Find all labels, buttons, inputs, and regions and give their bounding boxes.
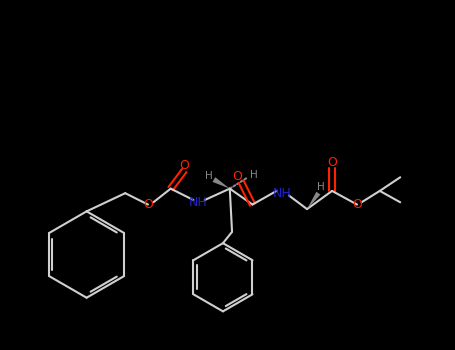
Text: O: O bbox=[143, 198, 153, 211]
Text: O: O bbox=[327, 156, 337, 169]
Text: NH: NH bbox=[273, 187, 291, 200]
Text: NH: NH bbox=[188, 196, 207, 209]
Text: H: H bbox=[317, 182, 324, 192]
Text: O: O bbox=[233, 170, 243, 183]
Text: O: O bbox=[179, 159, 189, 173]
Text: O: O bbox=[352, 198, 362, 211]
Polygon shape bbox=[307, 192, 320, 209]
Text: H: H bbox=[206, 171, 213, 181]
Polygon shape bbox=[212, 177, 230, 189]
Text: H: H bbox=[249, 170, 257, 180]
